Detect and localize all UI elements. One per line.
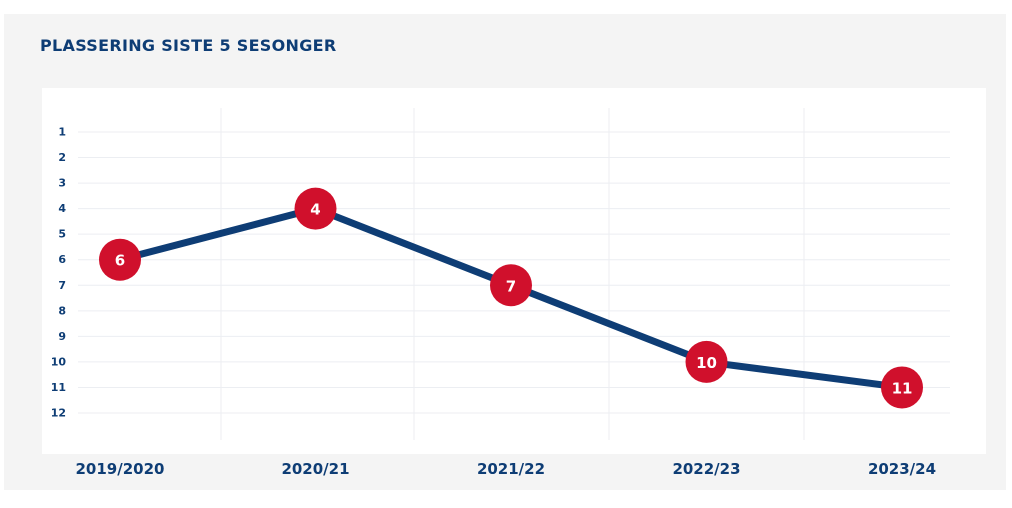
y-tick-label: 1 [58, 126, 66, 139]
data-point-marker [294, 187, 337, 230]
x-tick-label: 2023/24 [868, 460, 936, 478]
x-axis-ticks: 2019/2020 2020/21 2021/22 2022/23 2023/24 [76, 460, 937, 478]
data-point-label: 6 [115, 252, 125, 270]
x-tick-label: 2020/21 [281, 460, 349, 478]
y-tick-label: 6 [58, 253, 66, 266]
data-point-marker [685, 340, 728, 383]
y-tick-label: 12 [51, 407, 66, 420]
data-point-label: 4 [310, 201, 320, 219]
x-tick-label: 2021/22 [477, 460, 545, 478]
y-tick-label: 10 [51, 355, 67, 368]
y-tick-label: 7 [58, 279, 66, 292]
data-point-label: 7 [506, 277, 516, 295]
chart-title: PLASSERING SISTE 5 SESONGER [40, 36, 337, 55]
y-tick-label: 4 [58, 202, 66, 215]
data-points: 6 4 7 10 11 [99, 187, 923, 409]
horizontal-gridlines [78, 131, 950, 414]
y-tick-label: 3 [58, 177, 66, 190]
x-tick-label: 2019/2020 [76, 460, 165, 478]
y-tick-label: 2 [58, 151, 66, 164]
y-tick-label: 11 [51, 381, 66, 394]
y-tick-label: 8 [58, 304, 66, 317]
y-tick-label: 9 [58, 330, 66, 343]
vertical-gridlines [220, 108, 805, 440]
x-tick-label: 2022/23 [672, 460, 740, 478]
data-point-label: 11 [892, 379, 913, 397]
data-point-marker [490, 264, 532, 307]
data-point-label: 10 [696, 354, 717, 372]
y-tick-label: 5 [58, 228, 66, 241]
data-point-marker [99, 238, 141, 281]
data-point-marker [881, 366, 923, 409]
